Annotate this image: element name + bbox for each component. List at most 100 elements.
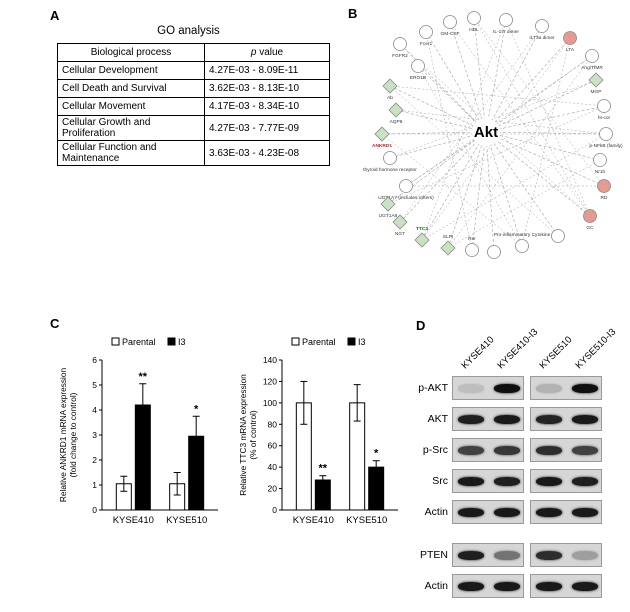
network-cross-edge bbox=[389, 85, 559, 237]
network-node-label: ANKRD1 bbox=[372, 143, 392, 149]
network-node bbox=[414, 232, 430, 248]
network-node-label: SLPI bbox=[443, 234, 453, 240]
y-tick-label: 140 bbox=[263, 355, 277, 365]
blot-label-p-akt: p-AKT bbox=[418, 382, 448, 394]
go-pvalue-cell: 3.63E-03 - 4.23E-08 bbox=[204, 140, 330, 166]
y-tick-label: 20 bbox=[268, 484, 278, 494]
blot-band bbox=[494, 415, 520, 424]
blot-box bbox=[530, 376, 602, 400]
network-edge bbox=[485, 131, 605, 187]
blot-band bbox=[458, 384, 484, 393]
y-tick-label: 120 bbox=[263, 376, 277, 386]
akt-network-diagram: Fcer1 GM-CSF HDL IL-17r dimer ILT3a dimer LTA… bbox=[336, 6, 628, 264]
network-node-label: GM-CSF bbox=[441, 31, 460, 37]
network-edge bbox=[485, 131, 523, 247]
network-node-label: thyroid hormone receptor bbox=[363, 167, 417, 173]
go-pvalue-header: p value bbox=[204, 43, 330, 62]
network-edge bbox=[449, 21, 487, 133]
network-cross-edge bbox=[505, 19, 591, 217]
ttc3-bar-chart: Relative TTC3 mRNA expression(% of contr… bbox=[236, 330, 406, 550]
go-table-row: Cellular Growth and Proliferation 4.27E-0… bbox=[57, 115, 330, 141]
blot-band bbox=[536, 551, 562, 560]
y-axis-label: Relative TTC3 mRNA expression(% of contr… bbox=[238, 374, 258, 496]
blot-box bbox=[452, 376, 524, 400]
network-node-label: ILT3a dimer bbox=[529, 35, 555, 41]
blot-box bbox=[452, 500, 524, 524]
blot-band bbox=[494, 477, 520, 486]
y-tick-label: 100 bbox=[263, 398, 277, 408]
network-cross-edge bbox=[389, 79, 597, 159]
legend-label-parental: Parental bbox=[302, 337, 336, 347]
network-node bbox=[597, 99, 611, 113]
y-tick-label: 0 bbox=[92, 505, 97, 515]
go-process-cell: Cellular Function and Maintenance bbox=[57, 140, 205, 166]
blot-band bbox=[458, 551, 484, 560]
x-category-label: KYSE410 bbox=[293, 515, 334, 526]
network-edge bbox=[447, 131, 487, 249]
network-node bbox=[583, 209, 597, 223]
network-node bbox=[399, 179, 413, 193]
blot-label-pten: PTEN bbox=[419, 549, 448, 561]
network-edge bbox=[417, 65, 487, 133]
ankrd1-bar-chart: Relative ANKRD1 mRNA expression(fold cha… bbox=[56, 330, 226, 550]
blot-band bbox=[458, 508, 484, 517]
network-edge bbox=[395, 109, 487, 133]
network-node bbox=[499, 13, 513, 27]
significance-star: ** bbox=[319, 463, 328, 475]
akt-center-node: Akt bbox=[474, 124, 498, 141]
network-edge bbox=[485, 131, 559, 237]
blot-band bbox=[536, 415, 562, 424]
network-edge bbox=[399, 131, 487, 223]
y-tick-label: 4 bbox=[92, 405, 97, 415]
y-tick-label: 80 bbox=[268, 419, 278, 429]
network-cross-edge bbox=[417, 65, 523, 247]
network-cross-edge bbox=[421, 19, 507, 241]
lane-label: KYSE410 bbox=[459, 334, 497, 372]
p-italic: p bbox=[250, 47, 257, 58]
network-edge bbox=[485, 55, 593, 133]
network-cross-edge bbox=[405, 55, 593, 187]
network-node-label: RD bbox=[601, 195, 608, 201]
network-svg: Fcer1 GM-CSF HDL IL-17r dimer ILT3a dimer LTA… bbox=[363, 11, 623, 259]
network-node-label: GC bbox=[586, 225, 594, 231]
blot-label-src: Src bbox=[432, 475, 448, 487]
network-edge bbox=[485, 37, 571, 133]
bar-chart-svg: Relative ANKRD1 mRNA expression(fold cha… bbox=[58, 337, 218, 526]
blot-band bbox=[572, 415, 598, 424]
blot-label-actin: Actin bbox=[424, 580, 448, 592]
network-edge bbox=[485, 105, 605, 133]
go-process-cell: Cell Death and Survival bbox=[57, 79, 205, 98]
network-edge bbox=[485, 25, 543, 133]
blot-band bbox=[572, 582, 598, 591]
go-table-row: Cellular Development 4.27E-03 - 8.09E-11 bbox=[57, 61, 330, 80]
y-tick-label: 1 bbox=[92, 480, 97, 490]
blot-band bbox=[494, 446, 520, 455]
network-node-label: Nr1h bbox=[595, 169, 606, 175]
blot-box bbox=[530, 574, 602, 598]
legend-swatch-i3 bbox=[347, 337, 356, 346]
lane-label: KYSE410-I3 bbox=[495, 326, 541, 372]
blot-box bbox=[452, 574, 524, 598]
blot-box bbox=[452, 438, 524, 462]
network-node bbox=[487, 245, 501, 259]
network-cross-edge bbox=[389, 85, 605, 107]
blot-box bbox=[452, 469, 524, 493]
network-edge bbox=[389, 131, 487, 159]
network-node-label: HDL bbox=[469, 27, 479, 33]
network-node bbox=[443, 15, 457, 29]
legend-label-i3: I3 bbox=[358, 337, 366, 347]
go-table-row: Cellular Function and Maintenance 3.63E-0… bbox=[57, 140, 330, 166]
network-node-label: Rer bbox=[468, 236, 476, 242]
y-tick-label: 40 bbox=[268, 462, 278, 472]
p-rest: value bbox=[256, 47, 284, 58]
blot-box bbox=[452, 407, 524, 431]
network-node bbox=[380, 196, 396, 212]
network-node bbox=[411, 59, 425, 73]
blot-band bbox=[536, 446, 562, 455]
network-edge bbox=[473, 17, 487, 133]
y-axis-label: Relative ANKRD1 mRNA expression(fold cha… bbox=[58, 368, 78, 503]
network-cross-edge bbox=[399, 25, 543, 223]
network-cross-edge bbox=[421, 133, 607, 241]
network-node bbox=[563, 31, 577, 45]
network-node bbox=[419, 25, 433, 39]
